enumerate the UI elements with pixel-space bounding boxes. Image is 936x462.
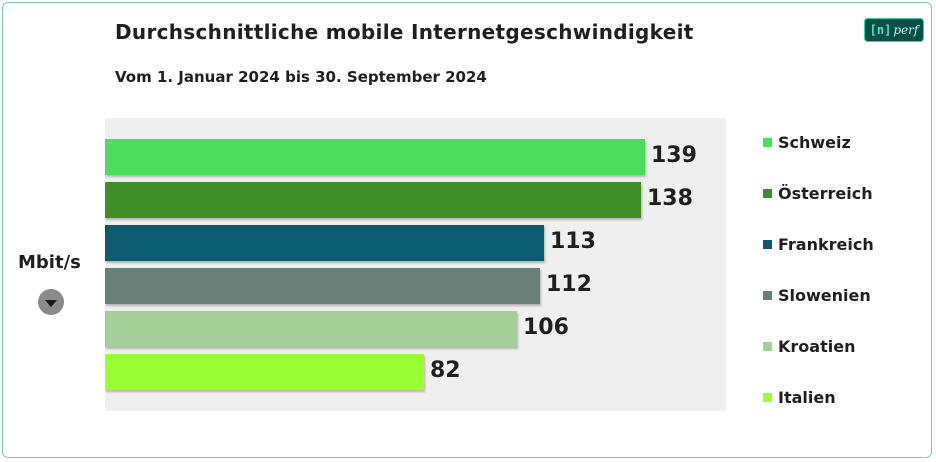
- legend-label: Schweiz: [778, 132, 851, 152]
- legend-label: Österreich: [778, 183, 873, 203]
- legend-swatch: [763, 392, 772, 402]
- bar-value-label: 113: [550, 229, 596, 254]
- bar-value-label: 82: [430, 358, 461, 383]
- legend-swatch: [763, 290, 772, 300]
- bar-österreich: [105, 182, 641, 218]
- unit-label: Mbit/s: [18, 252, 81, 273]
- bar-kroatien: [105, 311, 517, 347]
- legend-item-frankreich[interactable]: Frankreich: [763, 234, 874, 254]
- legend-item-kroatien[interactable]: Kroatien: [763, 336, 855, 356]
- legend-item-slowenien[interactable]: Slowenien: [763, 285, 871, 305]
- unit-dropdown-button[interactable]: [38, 289, 64, 315]
- nperf-logo: [n] perf: [864, 18, 924, 42]
- bar-value-label: 139: [651, 143, 697, 168]
- logo-mark: [n]: [869, 23, 892, 37]
- legend-item-österreich[interactable]: Österreich: [763, 183, 873, 203]
- legend-swatch: [763, 137, 772, 147]
- legend-label: Kroatien: [778, 336, 856, 356]
- legend-item-schweiz[interactable]: Schweiz: [763, 132, 851, 152]
- legend-label: Frankreich: [778, 234, 874, 254]
- bar-value-label: 112: [546, 272, 592, 297]
- legend-swatch: [763, 239, 772, 249]
- bar-schweiz: [105, 139, 645, 175]
- dropdown-triangle-icon: [45, 300, 57, 307]
- bar-italien: [105, 354, 424, 390]
- bar-value-label: 138: [647, 186, 693, 211]
- chart-title: Durchschnittliche mobile Internetgeschwi…: [115, 20, 694, 44]
- logo-word: perf: [893, 23, 919, 37]
- bar-value-label: 106: [523, 315, 569, 340]
- legend-swatch: [763, 341, 772, 351]
- bar-frankreich: [105, 225, 544, 261]
- legend-label: Italien: [778, 387, 836, 407]
- chart-subtitle: Vom 1. Januar 2024 bis 30. September 202…: [115, 68, 487, 86]
- legend-swatch: [763, 188, 772, 198]
- legend-label: Slowenien: [778, 285, 871, 305]
- bar-slowenien: [105, 268, 540, 304]
- legend-item-italien[interactable]: Italien: [763, 387, 836, 407]
